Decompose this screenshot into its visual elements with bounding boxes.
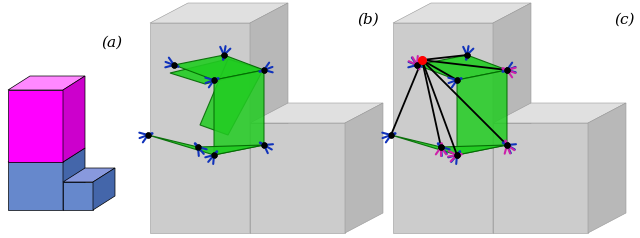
Polygon shape	[63, 168, 115, 182]
Polygon shape	[200, 59, 263, 135]
Polygon shape	[391, 135, 507, 155]
Polygon shape	[588, 103, 626, 233]
Polygon shape	[457, 70, 507, 155]
Polygon shape	[345, 103, 383, 233]
Polygon shape	[63, 76, 85, 162]
Polygon shape	[63, 182, 93, 210]
Text: (c): (c)	[615, 13, 636, 27]
Text: (b): (b)	[357, 13, 379, 27]
Text: (a): (a)	[101, 36, 123, 50]
Polygon shape	[250, 3, 288, 233]
Polygon shape	[93, 168, 115, 210]
Polygon shape	[148, 135, 264, 155]
Polygon shape	[250, 103, 383, 123]
Polygon shape	[8, 148, 85, 162]
Polygon shape	[493, 123, 588, 233]
Polygon shape	[393, 23, 493, 233]
Polygon shape	[170, 59, 263, 84]
Polygon shape	[214, 70, 264, 155]
Polygon shape	[174, 55, 264, 80]
Polygon shape	[417, 55, 507, 80]
Polygon shape	[63, 148, 85, 210]
Polygon shape	[150, 23, 250, 233]
Polygon shape	[493, 3, 531, 233]
Polygon shape	[250, 123, 345, 233]
Polygon shape	[493, 103, 626, 123]
Polygon shape	[150, 3, 288, 23]
Polygon shape	[8, 90, 63, 162]
Polygon shape	[393, 3, 531, 23]
Polygon shape	[8, 162, 63, 210]
Polygon shape	[8, 76, 85, 90]
